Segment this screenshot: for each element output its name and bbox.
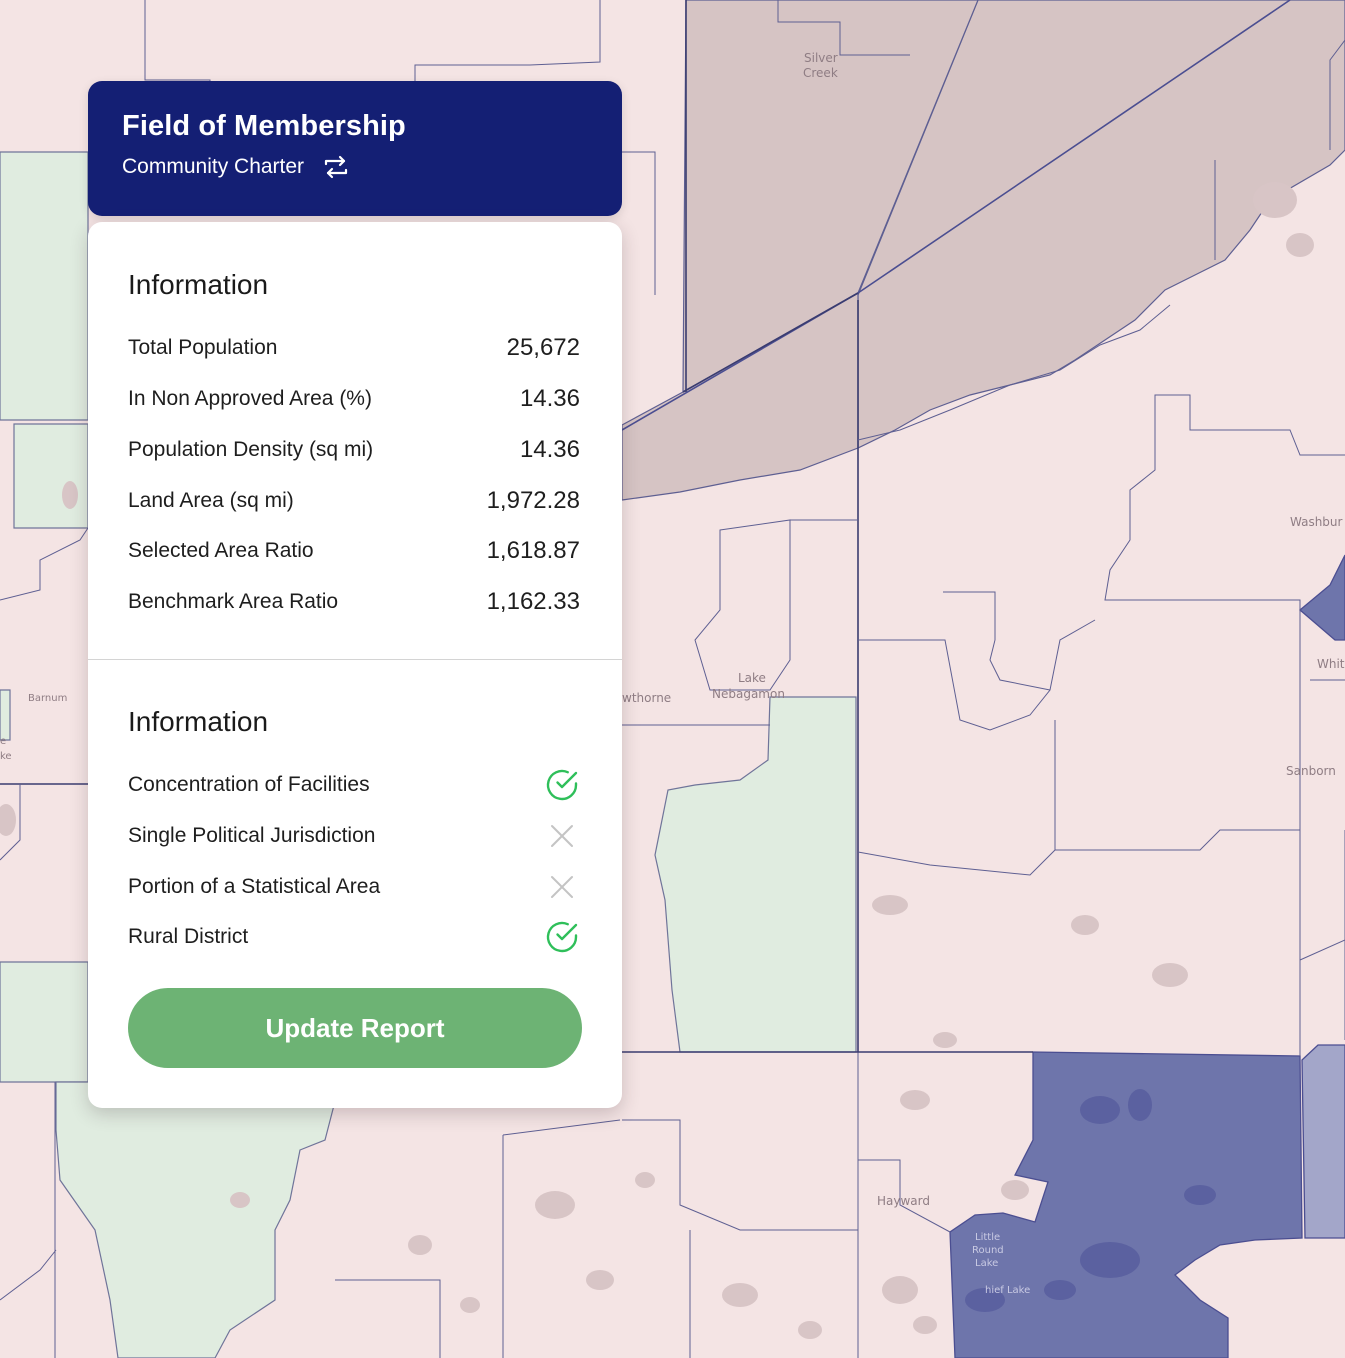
taupe-region bbox=[621, 0, 1345, 501]
criteria-row-statistical-area: Portion of a Statistical Area bbox=[128, 872, 580, 902]
map-label-barnum: Barnum bbox=[28, 693, 67, 704]
row-label: Population Density (sq mi) bbox=[128, 438, 374, 461]
map-label-edge-1: e bbox=[0, 736, 6, 747]
section-divider bbox=[88, 659, 622, 660]
check-circle-icon bbox=[544, 767, 580, 803]
info-row-total-population: Total Population 25,672 bbox=[128, 333, 580, 363]
header-title: Field of Membership bbox=[122, 110, 406, 142]
header-subtitle-row: Community Charter bbox=[122, 153, 622, 181]
map-label-creek: Creek bbox=[803, 66, 838, 80]
map-label-silver: Silver bbox=[804, 51, 838, 65]
green-areas bbox=[0, 124, 857, 1358]
row-value: 14.36 bbox=[519, 385, 580, 412]
row-value: 1,972.28 bbox=[486, 487, 580, 514]
map-label-white: Whit bbox=[1317, 657, 1345, 671]
info-row-non-approved: In Non Approved Area (%) 14.36 bbox=[128, 384, 580, 414]
info-rows: Total Population 25,672 In Non Approved … bbox=[128, 333, 580, 615]
row-label: Portion of a Statistical Area bbox=[128, 875, 381, 898]
map-label-little: Little bbox=[975, 1232, 1000, 1243]
lake-blobs-dark bbox=[965, 1089, 1216, 1312]
criteria-row-political-jurisdiction: Single Political Jurisdiction bbox=[128, 821, 580, 851]
row-label: Benchmark Area Ratio bbox=[128, 590, 339, 613]
check-circle-icon bbox=[544, 919, 580, 955]
x-icon bbox=[544, 818, 580, 854]
criteria-row-concentration: Concentration of Facilities bbox=[128, 767, 580, 803]
row-value: 14.36 bbox=[519, 436, 580, 463]
map-label-hawthorne: wthorne bbox=[622, 691, 671, 705]
map-label-washburn: Washbur bbox=[1290, 515, 1343, 529]
row-value: 1,162.33 bbox=[486, 588, 580, 615]
criteria-rows: Concentration of Facilities Single Polit… bbox=[128, 767, 580, 955]
info-section: Information bbox=[128, 268, 580, 302]
criteria-row-rural-district: Rural District bbox=[128, 919, 580, 955]
info-row-benchmark-area-ratio: Benchmark Area Ratio 1,162.33 bbox=[128, 587, 580, 617]
row-label: In Non Approved Area (%) bbox=[128, 387, 372, 410]
membership-header: Field of Membership Community Charter bbox=[88, 81, 622, 216]
info-card: Information Total Population 25,672 In N… bbox=[88, 222, 622, 1108]
map-label-sanborn: Sanborn bbox=[1286, 764, 1336, 778]
map-label-chief-lake: hief Lake bbox=[985, 1285, 1030, 1296]
row-value: 25,672 bbox=[506, 334, 580, 361]
info-section-title: Information bbox=[128, 269, 269, 300]
criteria-section: Information bbox=[128, 705, 580, 739]
map-label-hayward: Hayward bbox=[877, 1194, 930, 1208]
info-row-selected-area-ratio: Selected Area Ratio 1,618.87 bbox=[128, 536, 580, 566]
info-row-population-density: Population Density (sq mi) 14.36 bbox=[128, 435, 580, 465]
lake-blobs bbox=[0, 182, 1314, 1339]
selected-regions bbox=[949, 554, 1345, 1358]
row-label: Rural District bbox=[128, 925, 249, 948]
map-place-labels: Silver Creek Washbur Whit Sanborn Lake N… bbox=[0, 51, 1345, 1296]
info-row-land-area: Land Area (sq mi) 1,972.28 bbox=[128, 486, 580, 516]
map-label-edge-2: ke bbox=[0, 751, 12, 762]
row-value: 1,618.87 bbox=[486, 537, 580, 564]
header-subtitle: Community Charter bbox=[122, 155, 305, 178]
criteria-section-title: Information bbox=[128, 706, 269, 737]
map-label-lake: Lake bbox=[738, 671, 766, 685]
map-label-nebagamon: Nebagamon bbox=[712, 687, 785, 701]
row-label: Concentration of Facilities bbox=[128, 773, 370, 796]
row-label: Single Political Jurisdiction bbox=[128, 824, 376, 847]
row-label: Selected Area Ratio bbox=[128, 539, 314, 562]
map-label-round: Round bbox=[972, 1245, 1004, 1256]
row-label: Total Population bbox=[128, 336, 278, 359]
update-report-button[interactable]: Update Report bbox=[128, 988, 582, 1068]
swap-arrows-icon[interactable] bbox=[322, 153, 350, 181]
x-icon bbox=[544, 869, 580, 905]
map-label-lake2: Lake bbox=[975, 1258, 998, 1269]
row-label: Land Area (sq mi) bbox=[128, 489, 294, 512]
